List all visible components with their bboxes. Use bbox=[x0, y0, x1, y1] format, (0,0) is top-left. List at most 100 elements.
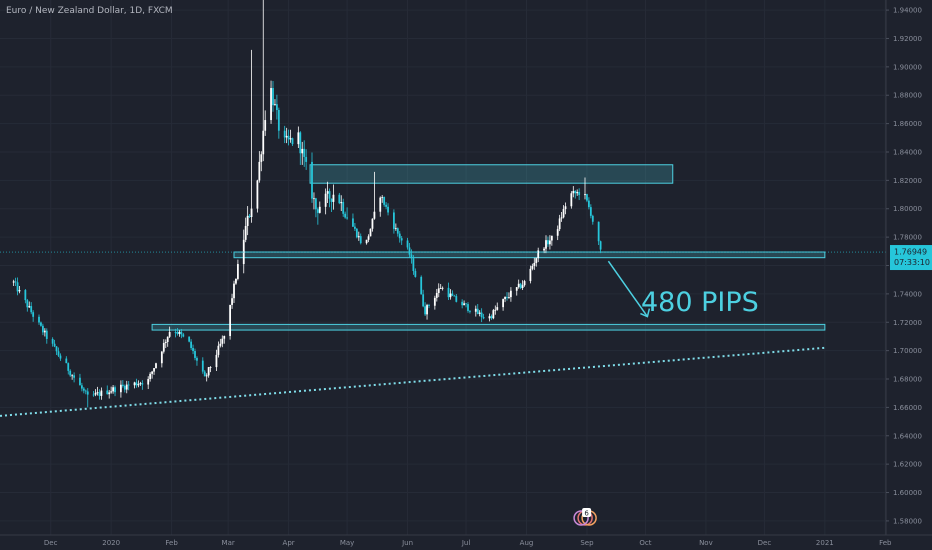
candle-body bbox=[67, 363, 70, 371]
time-tick-label: 2021 bbox=[816, 539, 834, 547]
candle-body bbox=[223, 336, 226, 339]
price-tick-label: 1.60000 bbox=[893, 489, 922, 497]
candle-body bbox=[570, 193, 573, 207]
candle-body bbox=[586, 194, 588, 201]
candle-body bbox=[233, 283, 235, 299]
candle-body bbox=[235, 278, 237, 284]
candle-body bbox=[299, 132, 302, 154]
candle-body bbox=[529, 268, 532, 282]
current-price-label[interactable] bbox=[890, 245, 932, 271]
candle-body bbox=[494, 309, 497, 311]
symbol-title: Euro / New Zealand Dollar, 1D, FXCM bbox=[6, 6, 173, 16]
candle-body bbox=[123, 385, 126, 390]
candle-body bbox=[120, 384, 122, 393]
zone-2 bbox=[233, 251, 826, 259]
price-tick-label: 1.66000 bbox=[893, 404, 922, 412]
candle-body bbox=[480, 312, 483, 318]
candle-body bbox=[94, 392, 97, 395]
candle-body bbox=[315, 198, 317, 210]
candle-body bbox=[248, 215, 251, 218]
price-tick-label: 1.62000 bbox=[893, 461, 922, 469]
dotted-trendline bbox=[0, 346, 825, 417]
price-tick-label: 1.82000 bbox=[893, 177, 922, 185]
price-tick-label: 1.72000 bbox=[893, 319, 922, 327]
candle-body bbox=[264, 120, 267, 131]
price-tick-label: 1.80000 bbox=[893, 205, 922, 213]
overlays: 480 PIPS 6 bbox=[0, 251, 886, 526]
time-tick-label: Aug bbox=[520, 539, 534, 547]
candle-body bbox=[428, 305, 430, 306]
candle-body bbox=[139, 383, 142, 385]
candle-body bbox=[43, 330, 46, 333]
candle-body bbox=[346, 217, 348, 219]
candle-body bbox=[188, 336, 191, 342]
price-axis[interactable]: 1.94000 1.92000 1.90000 1.88000 1.86000 1.840… bbox=[885, 0, 932, 535]
candle-body bbox=[28, 306, 31, 308]
time-axis[interactable]: Dec 2020 Feb Mar Apr May Jun Jul Aug Sep Oct Nov Dec… bbox=[0, 534, 932, 547]
candle-body bbox=[324, 193, 327, 207]
candle-body bbox=[151, 371, 153, 374]
candle-body bbox=[274, 104, 276, 106]
candle-body bbox=[599, 241, 602, 250]
candle-body bbox=[207, 367, 210, 376]
events-ring-icon[interactable] bbox=[573, 510, 589, 526]
zones bbox=[151, 164, 826, 331]
candle-body bbox=[205, 375, 208, 377]
candle-body bbox=[201, 360, 204, 372]
candle-body bbox=[387, 206, 389, 213]
candle-body bbox=[396, 228, 399, 234]
candle-body bbox=[65, 358, 68, 364]
candle-body bbox=[137, 384, 140, 386]
candle-body bbox=[406, 240, 409, 248]
candle-body bbox=[256, 180, 259, 209]
candle-body bbox=[588, 200, 590, 208]
candle-body bbox=[45, 330, 48, 339]
candle-body bbox=[237, 264, 239, 279]
candle-body bbox=[517, 283, 520, 288]
candle-body bbox=[178, 331, 181, 334]
candle-body bbox=[465, 303, 467, 305]
candle-body bbox=[86, 391, 89, 395]
candle-body bbox=[40, 322, 42, 326]
candle-body bbox=[408, 247, 411, 255]
candle-body bbox=[439, 288, 442, 289]
time-tick-label: May bbox=[340, 539, 354, 547]
candle-body bbox=[474, 308, 477, 312]
candle-body bbox=[394, 228, 397, 230]
candle-body bbox=[502, 299, 504, 308]
candle-body bbox=[467, 304, 469, 311]
notification-count: 6 bbox=[584, 510, 589, 518]
candle-body bbox=[297, 132, 300, 145]
notification-badge[interactable] bbox=[582, 508, 592, 517]
candle-body bbox=[135, 382, 138, 386]
candle-body bbox=[572, 190, 575, 194]
candle-body bbox=[519, 283, 522, 289]
candle-body bbox=[488, 316, 491, 319]
candle-body bbox=[258, 161, 261, 181]
current-price-value: 1.76949 bbox=[894, 248, 927, 257]
candle-body bbox=[437, 288, 440, 293]
candle-body bbox=[127, 384, 130, 386]
candle-body bbox=[303, 148, 306, 157]
candle-body bbox=[277, 109, 280, 131]
candle-body bbox=[504, 296, 506, 300]
candle-body bbox=[55, 346, 58, 352]
candle-body bbox=[562, 209, 565, 218]
time-tick-label: Feb bbox=[165, 539, 178, 547]
price-tick-label: 1.64000 bbox=[893, 432, 922, 440]
candle-body bbox=[338, 194, 341, 204]
candles bbox=[12, 0, 602, 408]
candle-body bbox=[531, 265, 534, 269]
candle-body bbox=[313, 198, 315, 200]
candle-body bbox=[276, 104, 278, 110]
candle-body bbox=[100, 390, 103, 396]
candle-body bbox=[287, 135, 290, 140]
candle-body bbox=[59, 355, 62, 359]
candle-body bbox=[492, 310, 495, 319]
price-tick-label: 1.88000 bbox=[893, 92, 922, 100]
candle-body bbox=[426, 305, 428, 315]
candle-body bbox=[564, 206, 567, 210]
candle-body bbox=[14, 281, 17, 283]
candle-body bbox=[449, 293, 452, 298]
